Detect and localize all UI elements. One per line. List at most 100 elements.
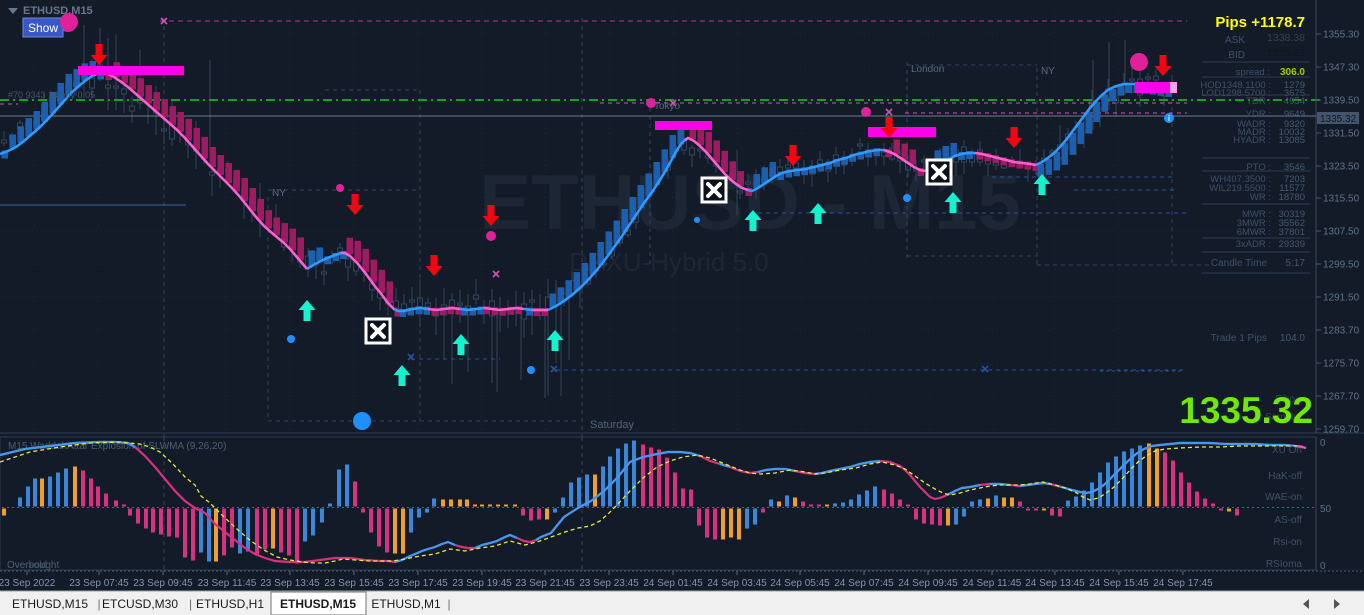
svg-text:23 Sep 09:45: 23 Sep 09:45 bbox=[133, 578, 193, 589]
svg-text:23 Sep 2022: 23 Sep 2022 bbox=[0, 578, 56, 589]
svg-text:3675: 3675 bbox=[1284, 88, 1305, 99]
svg-text:7203: 7203 bbox=[1284, 174, 1305, 185]
svg-text:ETHUSD,M1: ETHUSD,M1 bbox=[371, 597, 441, 611]
svg-text:9649: 9649 bbox=[1284, 109, 1305, 120]
svg-text:24 Sep 09:45: 24 Sep 09:45 bbox=[898, 578, 958, 589]
svg-text:HOD1348.1100 :: HOD1348.1100 : bbox=[1200, 80, 1271, 91]
svg-text:37801: 37801 bbox=[1279, 227, 1305, 238]
svg-text:YDR :: YDR : bbox=[1246, 109, 1271, 120]
svg-text:24 Sep 07:45: 24 Sep 07:45 bbox=[834, 578, 894, 589]
svg-text:35562: 35562 bbox=[1279, 218, 1305, 229]
svg-text:London: London bbox=[911, 64, 944, 75]
svg-text:NY: NY bbox=[1041, 66, 1055, 77]
svg-text:LOD1298.5700 :: LOD1298.5700 : bbox=[1201, 88, 1271, 99]
svg-text:24 Sep 11:45: 24 Sep 11:45 bbox=[963, 578, 1022, 589]
svg-text:i: i bbox=[1168, 114, 1170, 123]
svg-text:Show: Show bbox=[28, 21, 58, 35]
svg-text:RSIoma: RSIoma bbox=[1266, 559, 1303, 570]
svg-text:30319: 30319 bbox=[1279, 209, 1305, 220]
svg-text:AS-off: AS-off bbox=[1274, 515, 1302, 526]
svg-text:1331.50: 1331.50 bbox=[1323, 129, 1360, 140]
svg-text:1279: 1279 bbox=[1284, 80, 1305, 91]
svg-text:24 Sep 03:45: 24 Sep 03:45 bbox=[707, 578, 767, 589]
svg-text:Overbought: Overbought bbox=[7, 560, 59, 571]
svg-text:24 Sep 13:45: 24 Sep 13:45 bbox=[1025, 578, 1085, 589]
svg-text:|: | bbox=[189, 597, 192, 611]
svg-text:WR :: WR : bbox=[1250, 192, 1271, 203]
svg-text:1259.70: 1259.70 bbox=[1323, 425, 1360, 436]
svg-text:24 Sep 01:45: 24 Sep 01:45 bbox=[643, 578, 703, 589]
svg-text:ASK: ASK bbox=[1225, 35, 1245, 46]
svg-text:1291.50: 1291.50 bbox=[1323, 293, 1360, 304]
svg-text:0: 0 bbox=[1320, 438, 1326, 449]
svg-text:1307.50: 1307.50 bbox=[1323, 227, 1360, 238]
svg-text:#70 9343 14 buy 0.05: #70 9343 14 buy 0.05 bbox=[8, 90, 95, 100]
svg-text:Candle Time: Candle Time bbox=[1211, 258, 1268, 269]
svg-text:|: | bbox=[447, 597, 450, 611]
svg-text:4954: 4954 bbox=[1284, 96, 1305, 107]
svg-text:WH407.3500 :: WH407.3500 : bbox=[1210, 174, 1271, 185]
svg-text:Sample: Sample bbox=[1265, 412, 1299, 423]
svg-text:ETHUSD,M15: ETHUSD,M15 bbox=[280, 597, 356, 611]
svg-text:NY: NY bbox=[272, 188, 286, 199]
svg-text:13085: 13085 bbox=[1279, 135, 1305, 146]
svg-text:104.0: 104.0 bbox=[1280, 333, 1305, 344]
svg-text:1335.32: 1335.32 bbox=[1320, 114, 1357, 125]
svg-text:3546: 3546 bbox=[1284, 162, 1305, 173]
svg-text:24 Sep 05:45: 24 Sep 05:45 bbox=[770, 578, 830, 589]
svg-text:23 Sep 21:45: 23 Sep 21:45 bbox=[515, 578, 575, 589]
svg-text:ETCUSD,M30: ETCUSD,M30 bbox=[102, 597, 178, 611]
svg-text:23 Sep 07:45: 23 Sep 07:45 bbox=[69, 578, 129, 589]
svg-text:1335.32: 1335.32 bbox=[1267, 47, 1305, 59]
svg-text:1275.70: 1275.70 bbox=[1323, 359, 1360, 370]
svg-text:1338.38: 1338.38 bbox=[1267, 32, 1305, 44]
svg-text:WAE-on: WAE-on bbox=[1265, 492, 1302, 503]
svg-text:Oversold: Oversold bbox=[7, 560, 47, 571]
svg-text:1267.70: 1267.70 bbox=[1323, 392, 1360, 403]
svg-text:5:17: 5:17 bbox=[1286, 258, 1306, 269]
svg-text:HaK-off: HaK-off bbox=[1268, 471, 1302, 482]
svg-text:|: | bbox=[97, 597, 100, 611]
svg-text:23 Sep 23:45: 23 Sep 23:45 bbox=[579, 578, 639, 589]
svg-text:18780: 18780 bbox=[1279, 192, 1305, 203]
svg-text:Trade 1 Pips: Trade 1 Pips bbox=[1211, 333, 1267, 344]
svg-text:Rsi-on: Rsi-on bbox=[1273, 537, 1302, 548]
svg-text:1323.50: 1323.50 bbox=[1323, 162, 1360, 173]
svg-text:23 Sep 19:45: 23 Sep 19:45 bbox=[452, 578, 512, 589]
svg-text:TDR :: TDR : bbox=[1246, 96, 1271, 107]
svg-text:ETHUSD,M15: ETHUSD,M15 bbox=[23, 5, 93, 17]
svg-text:XU On: XU On bbox=[1272, 445, 1302, 456]
svg-text:3xADR :: 3xADR : bbox=[1236, 239, 1271, 250]
svg-text:1347.30: 1347.30 bbox=[1323, 63, 1360, 74]
svg-text:Saturday: Saturday bbox=[590, 419, 635, 431]
svg-text:9320: 9320 bbox=[1284, 119, 1305, 130]
svg-text:Fibo: Fibo bbox=[1276, 394, 1296, 405]
svg-text:23 Sep 13:45: 23 Sep 13:45 bbox=[260, 578, 320, 589]
svg-text:1355.30: 1355.30 bbox=[1323, 30, 1360, 41]
svg-text:MADR :: MADR : bbox=[1238, 127, 1271, 138]
svg-text:23 Sep 11:45: 23 Sep 11:45 bbox=[198, 578, 257, 589]
svg-text:11577: 11577 bbox=[1279, 183, 1305, 194]
svg-text:10032: 10032 bbox=[1279, 127, 1305, 138]
svg-text:29339: 29339 bbox=[1279, 239, 1305, 250]
svg-text:0: 0 bbox=[1320, 561, 1326, 572]
svg-text:spread :: spread : bbox=[1236, 67, 1270, 78]
svg-text:MWR :: MWR : bbox=[1242, 209, 1271, 220]
svg-text:ETHUSD,M15: ETHUSD,M15 bbox=[12, 597, 88, 611]
svg-text:WADR :: WADR : bbox=[1237, 119, 1271, 130]
svg-text:23 Sep 15:45: 23 Sep 15:45 bbox=[324, 578, 384, 589]
svg-text:23 Sep 17:45: 23 Sep 17:45 bbox=[388, 578, 448, 589]
svg-text:WIL219.5500 :: WIL219.5500 : bbox=[1209, 183, 1271, 194]
svg-text:6MWR :: 6MWR : bbox=[1237, 227, 1271, 238]
svg-text:1283.70: 1283.70 bbox=[1323, 326, 1360, 337]
svg-text:Pips +1178.7: Pips +1178.7 bbox=[1215, 14, 1305, 31]
svg-text:1315.50: 1315.50 bbox=[1323, 194, 1360, 205]
svg-text:24 Sep 17:45: 24 Sep 17:45 bbox=[1153, 578, 1213, 589]
svg-text:1299.50: 1299.50 bbox=[1323, 260, 1360, 271]
svg-text:3MWR :: 3MWR : bbox=[1237, 218, 1271, 229]
svg-text:Tokyo: Tokyo bbox=[654, 101, 681, 112]
svg-text:M15 WaddahAttar Explosion of S: M15 WaddahAttar Explosion of SLWMA (9,26… bbox=[8, 441, 226, 452]
svg-text:306.0: 306.0 bbox=[1280, 67, 1305, 78]
svg-text:50: 50 bbox=[1320, 504, 1332, 515]
svg-text:24 Sep 15:45: 24 Sep 15:45 bbox=[1089, 578, 1149, 589]
